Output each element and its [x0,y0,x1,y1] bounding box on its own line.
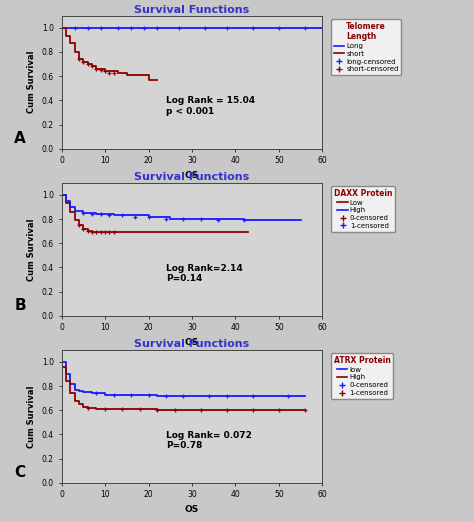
X-axis label: OS: OS [185,505,199,514]
Text: C: C [14,465,25,480]
Title: Survival Functions: Survival Functions [134,339,250,349]
Title: Survival Functions: Survival Functions [134,5,250,15]
Text: A: A [14,131,26,146]
X-axis label: OS: OS [185,171,199,180]
Text: B: B [14,298,26,313]
Legend: low, High, 0-censored, 1-censored: low, High, 0-censored, 1-censored [331,353,393,399]
Legend: Low, High, 0-censored, 1-censored: Low, High, 0-censored, 1-censored [331,186,395,232]
Text: Log Rank=2.14
P=0.14: Log Rank=2.14 P=0.14 [166,264,243,283]
X-axis label: OS: OS [185,338,199,347]
Y-axis label: Cum Survival: Cum Survival [27,218,36,280]
Text: Log Rank = 15.04
p < 0.001: Log Rank = 15.04 p < 0.001 [166,97,255,116]
Text: Log Rank= 0.072
P=0.78: Log Rank= 0.072 P=0.78 [166,431,252,450]
Title: Survival Functions: Survival Functions [134,172,250,182]
Y-axis label: Cum Survival: Cum Survival [27,51,36,113]
Y-axis label: Cum Survival: Cum Survival [27,385,36,447]
Legend: Long, short, long-censored, short-censored: Long, short, long-censored, short-censor… [331,19,401,75]
